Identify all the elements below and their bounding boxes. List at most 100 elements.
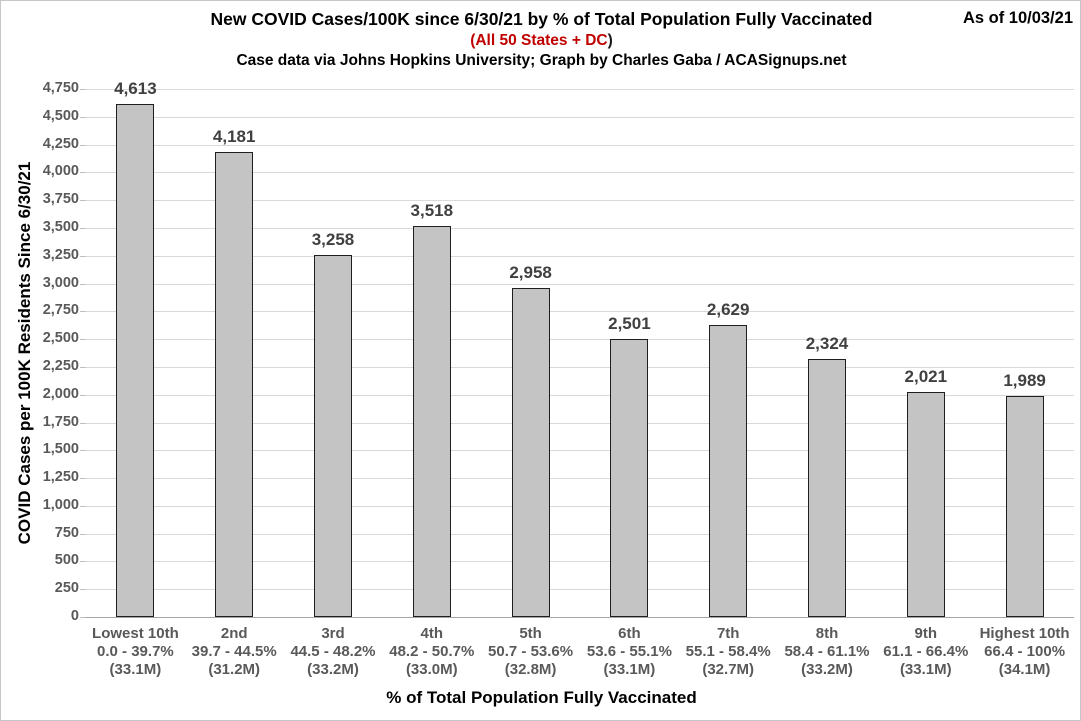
category-range: 53.6 - 55.1% — [586, 643, 672, 660]
y-gridline — [86, 589, 1074, 591]
y-gridline — [86, 144, 1074, 146]
category-decile: 2nd — [220, 625, 248, 642]
category-range: 66.4 - 100% — [984, 643, 1066, 660]
y-gridline — [86, 116, 1074, 118]
page-title: New COVID Cases/100K since 6/30/21 by % … — [210, 9, 873, 29]
y-axis-tick — [80, 227, 86, 229]
y-axis-tick — [80, 89, 86, 90]
y-tick-label: 1,250 — [42, 469, 79, 486]
x-axis-line — [86, 617, 1074, 618]
category-label: 2nd 39.7 - 44.5% (31.2M) — [173, 625, 296, 679]
y-tick-label: 1,750 — [42, 413, 79, 430]
category-population: (33.1M) — [109, 661, 162, 678]
bar-value-label: 2,629 — [706, 299, 750, 319]
category-population: (33.0M) — [405, 661, 458, 678]
y-axis-tick — [80, 505, 86, 507]
y-axis-tick — [80, 366, 86, 368]
bar-value-label: 1,989 — [1003, 370, 1046, 390]
y-tick-label: 1,500 — [42, 441, 79, 458]
bar — [215, 152, 254, 617]
category-range: 48.2 - 50.7% — [389, 643, 475, 660]
y-gridline — [86, 227, 1074, 229]
y-gridline — [86, 311, 1074, 313]
bar — [808, 358, 846, 617]
bar-value-label: 3,518 — [410, 200, 454, 220]
bar — [1005, 395, 1044, 617]
category-label: 8th 58.4 - 61.1% (33.2M) — [766, 625, 889, 679]
category-population: (33.2M) — [307, 661, 359, 678]
bar — [412, 225, 451, 617]
category-decile: 3rd — [321, 625, 345, 642]
category-population: (32.7M) — [702, 661, 755, 678]
y-gridline — [86, 422, 1074, 424]
category-range: 61.1 - 66.4% — [883, 643, 969, 660]
y-axis-tick — [80, 422, 86, 424]
category-population: (32.8M) — [504, 661, 557, 678]
bar — [709, 324, 748, 617]
category-label: 7th 55.1 - 58.4% (32.7M) — [667, 625, 790, 679]
y-axis-tick — [80, 116, 86, 118]
bar-value-label: 4,613 — [114, 79, 157, 99]
category-range: 50.7 - 53.6% — [488, 643, 574, 660]
y-gridline — [86, 172, 1074, 174]
category-label: Lowest 10th 0.0 - 39.7% (33.1M) — [74, 625, 197, 679]
bar — [116, 104, 155, 617]
bar-value-label: 4,181 — [212, 127, 256, 147]
category-label: 4th 48.2 - 50.7% (33.0M) — [370, 625, 493, 679]
y-gridline — [86, 450, 1074, 452]
y-gridline — [86, 561, 1074, 563]
category-label: Highest 10th 66.4 - 100% (34.1M) — [963, 625, 1080, 679]
category-range: 0.0 - 39.7% — [97, 643, 174, 660]
y-axis-tick — [80, 311, 86, 313]
category-range: 44.5 - 48.2% — [290, 643, 376, 660]
y-gridline — [86, 89, 1074, 90]
y-tick-label: 3,750 — [42, 191, 79, 208]
y-tick-label: 0 — [70, 608, 79, 624]
y-tick-label: 1,000 — [42, 496, 79, 513]
category-population: (31.2M) — [208, 661, 261, 678]
y-gridline — [86, 533, 1074, 535]
y-axis-tick — [80, 533, 86, 535]
category-population: (33.2M) — [801, 661, 853, 678]
category-range: 55.1 - 58.4% — [685, 643, 771, 660]
bar-value-label: 2,501 — [608, 314, 651, 333]
y-gridline — [86, 366, 1074, 368]
y-axis-tick — [80, 617, 86, 618]
bar — [511, 288, 550, 617]
category-label: 6th 53.6 - 55.1% (33.1M) — [568, 625, 691, 679]
bar — [314, 254, 352, 617]
y-tick-label: 2,000 — [42, 385, 79, 402]
category-range: 58.4 - 61.1% — [784, 643, 870, 660]
bar — [906, 392, 945, 617]
category-decile: 4th — [420, 625, 444, 642]
y-tick-label: 4,250 — [42, 135, 79, 152]
y-axis-tick — [80, 589, 86, 591]
category-decile: Lowest 10th — [92, 625, 179, 642]
category-population: (34.1M) — [998, 661, 1051, 678]
category-label: 9th 61.1 - 66.4% (33.1M) — [864, 625, 987, 679]
category-decile: 9th — [914, 625, 938, 642]
y-tick-label: 750 — [54, 524, 79, 541]
category-decile: 5th — [519, 625, 542, 642]
bar-value-label: 2,958 — [509, 263, 552, 283]
y-tick-label: 4,500 — [42, 107, 79, 124]
y-gridline — [86, 478, 1074, 480]
category-decile: 8th — [815, 625, 839, 642]
subtitle-close-paren: ) — [607, 32, 613, 49]
subtitle-red-text: (All 50 States + DC — [470, 32, 608, 49]
y-axis-tick — [80, 450, 86, 452]
bar-value-label: 2,021 — [904, 367, 948, 387]
y-axis-tick — [80, 478, 86, 480]
category-label: 5th 50.7 - 53.6% (32.8M) — [469, 625, 592, 679]
y-tick-label: 2,500 — [42, 330, 79, 347]
y-tick-label: 3,000 — [42, 274, 79, 291]
category-decile: 6th — [618, 625, 641, 642]
y-axis-tick — [80, 255, 86, 257]
y-axis-tick — [80, 561, 86, 563]
y-gridline — [86, 200, 1074, 202]
y-tick-label: 500 — [54, 552, 79, 569]
y-axis-tick — [80, 200, 86, 202]
y-gridline — [86, 255, 1074, 257]
y-axis-tick — [80, 283, 86, 285]
